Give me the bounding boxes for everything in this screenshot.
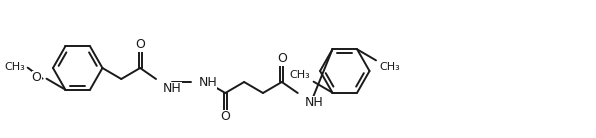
Text: CH₃: CH₃: [290, 70, 311, 80]
Text: O: O: [221, 109, 230, 123]
Text: NH: NH: [198, 75, 218, 88]
Text: O: O: [277, 52, 287, 66]
Text: CH₃: CH₃: [379, 62, 400, 72]
Text: NH: NH: [305, 96, 324, 109]
Text: NH: NH: [163, 82, 182, 95]
Text: O: O: [135, 39, 145, 51]
Text: CH₃: CH₃: [4, 62, 24, 72]
Text: O: O: [32, 71, 42, 84]
